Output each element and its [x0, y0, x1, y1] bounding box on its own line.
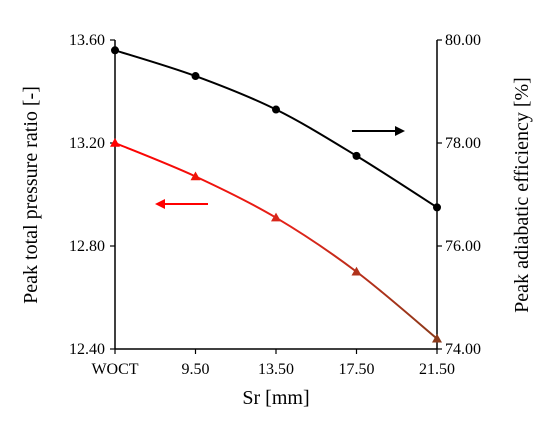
- efficiency-point: [352, 151, 361, 160]
- left-axis-arrow-head: [155, 199, 165, 209]
- x-axis-title: Sr [mm]: [242, 387, 309, 409]
- efficiency-line: [114, 49, 438, 209]
- left-y-tick-label: 13.20: [69, 135, 105, 152]
- pressure-ratio-line: [114, 142, 438, 340]
- pressure-ratio-point: [432, 333, 442, 343]
- left-y-axis-title: Peak total pressure ratio [-]: [20, 86, 42, 304]
- right-y-tick-label: 80.00: [445, 32, 481, 49]
- right-y-axis-title: Peak adiabatic efficiency [%]: [511, 77, 533, 313]
- pressure-ratio-point: [110, 138, 120, 147]
- pressure-ratio-point: [190, 171, 201, 181]
- pressure-ratio-point: [351, 266, 362, 276]
- x-tick-label: 21.50: [419, 361, 455, 378]
- ticks: 12.40 12.80 13.20 13.60 74.00 76.00 78.00 80.00…: [69, 32, 481, 378]
- right-y-tick-label: 78.00: [445, 135, 481, 152]
- pressure-ratio-point: [271, 212, 281, 222]
- series: [110, 46, 442, 343]
- annotations: [155, 126, 405, 209]
- left-y-tick-label: 12.80: [69, 238, 105, 255]
- right-y-tick-label: 76.00: [445, 238, 481, 255]
- right-axis-arrow-head: [395, 126, 405, 136]
- right-y-tick-label: 74.00: [445, 341, 481, 358]
- left-y-tick-label: 13.60: [69, 32, 105, 49]
- efficiency-point: [272, 105, 280, 114]
- efficiency-point: [191, 72, 200, 81]
- x-tick-label: 13.50: [258, 361, 294, 378]
- efficiency-point: [111, 46, 119, 55]
- x-tick-label: 9.50: [182, 361, 210, 378]
- x-tick-label: 17.50: [339, 361, 375, 378]
- axes: [114, 40, 438, 350]
- left-y-tick-label: 12.40: [69, 341, 105, 358]
- efficiency-point: [433, 203, 441, 212]
- x-tick-label: WOCT: [91, 361, 138, 378]
